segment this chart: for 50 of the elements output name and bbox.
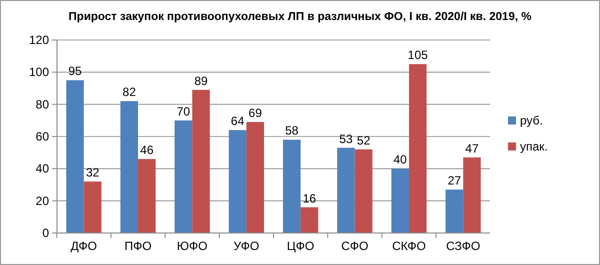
x-tick-label: ЦФО [286,239,314,253]
bar [408,64,427,233]
chart-title: Прирост закупок противоопухолевых ЛП в различных ФО, I кв. 2020/I кв. 2019, % [68,11,532,23]
bar [174,120,192,233]
y-tick-label: 0 [42,226,50,240]
data-label: 47 [465,141,479,156]
data-label: 105 [408,48,428,62]
y-tick-label: 80 [36,97,50,112]
legend-label: упак. [520,140,548,154]
data-label: 89 [194,74,208,88]
bar [391,168,409,233]
data-label: 58 [285,124,299,138]
y-tick-label: 40 [36,162,50,176]
y-tick-label: 60 [36,130,50,144]
bar [66,80,84,233]
data-label: 95 [68,64,82,78]
data-label: 53 [339,132,353,146]
bar [446,190,464,233]
x-tick-label: СЗФО [446,239,480,253]
x-tick-label: СКФО [392,239,426,253]
data-label: 32 [86,166,100,180]
data-label: 82 [122,85,136,100]
x-tick-label: СФО [341,239,368,253]
y-tick-label: 20 [36,194,50,208]
data-label: 27 [448,174,462,188]
bar [84,182,102,233]
data-label: 52 [356,133,371,148]
bar [463,157,481,233]
legend-label: руб. [520,114,543,128]
bar [337,148,355,233]
x-tick-label: ДФО [70,239,97,253]
y-tick-label: 120 [28,33,50,47]
x-tick-label: ПФО [124,239,152,253]
bar [354,149,372,233]
bar [246,122,264,233]
y-tick-label: 100 [28,65,50,80]
x-tick-label: УФО [234,239,260,253]
bar [282,140,301,233]
data-label: 70 [176,104,190,118]
data-label: 40 [393,152,408,167]
x-tick-label: ЮФО [176,239,208,253]
data-label: 16 [302,191,316,206]
bar [120,101,138,233]
data-label: 64 [230,114,245,128]
bar [192,90,210,233]
bar [228,130,246,233]
bar [138,159,156,233]
bar [300,207,318,233]
data-label: 69 [248,106,262,120]
data-label: 46 [140,143,154,158]
